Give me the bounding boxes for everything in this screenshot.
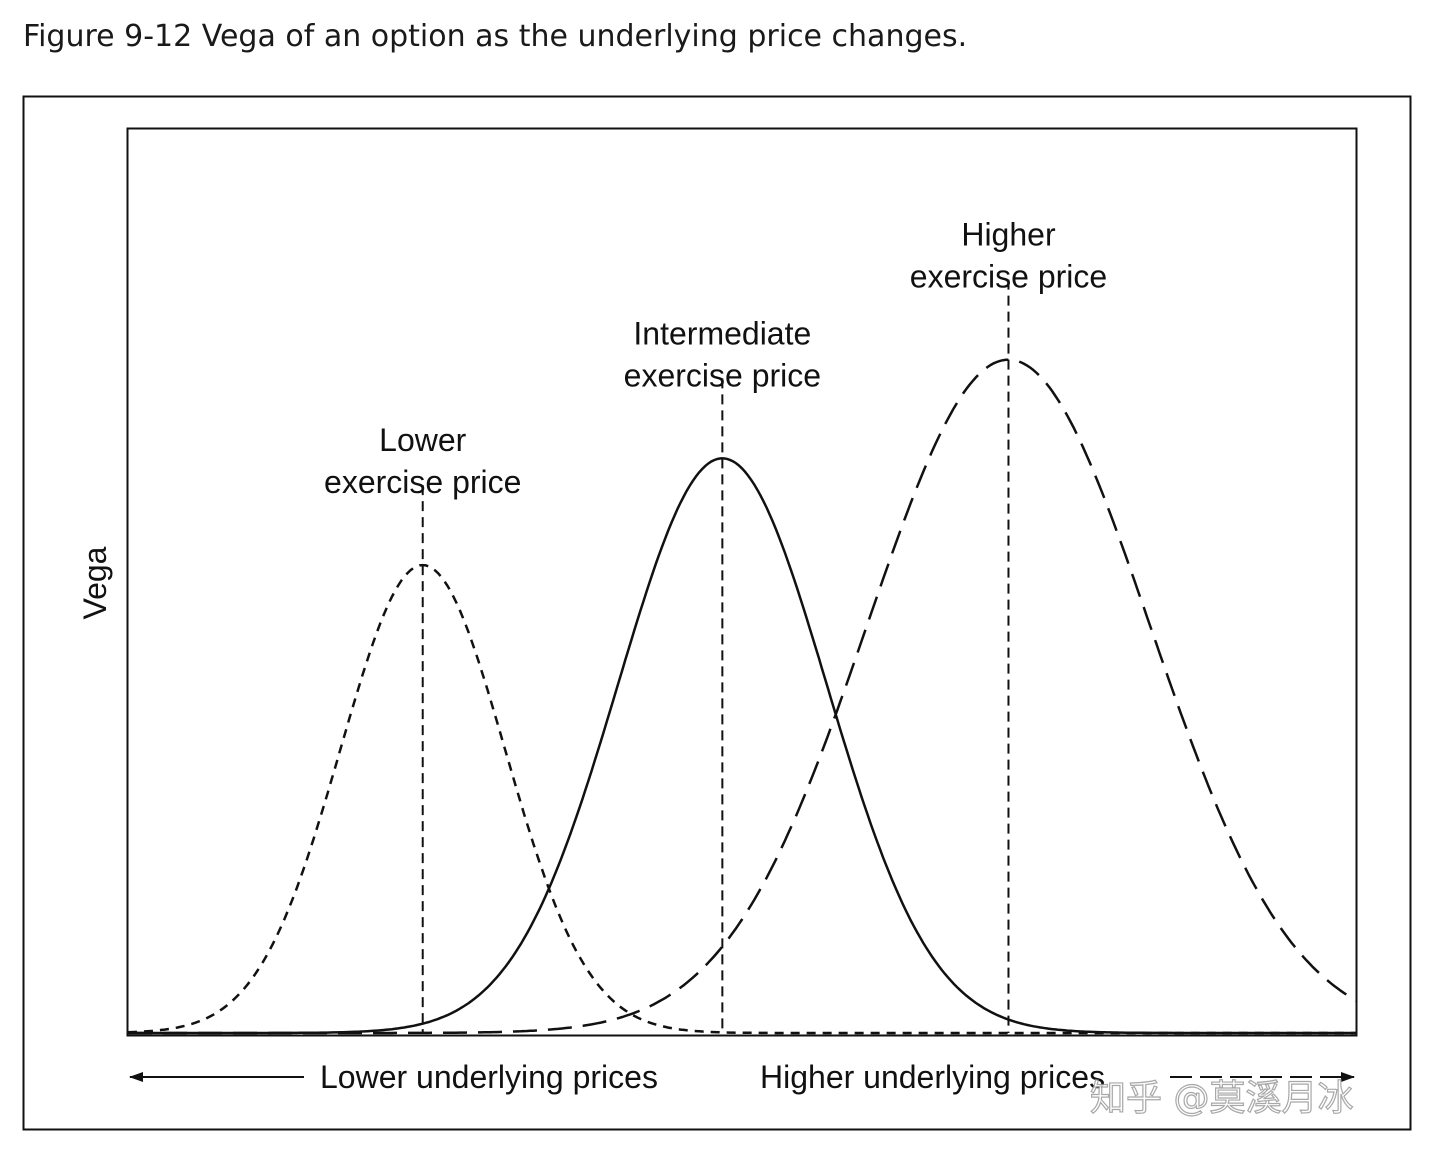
series-curve-1 [128, 457, 1356, 1035]
y-axis-label: Vega [77, 546, 113, 619]
series-label-2-line-0: Higher [961, 217, 1056, 253]
series-layer: Lower exercise price Intermediate exercise … [127, 217, 1357, 1035]
series-label-0-line-0: Lower [379, 422, 467, 458]
series-label-2-line-1: exercise price [910, 259, 1107, 295]
series-label-0-line-1: exercise price [324, 464, 521, 500]
series-curve-2 [128, 358, 1357, 1035]
chart-title: Figure 9-12 Vega of an option as the und… [23, 19, 967, 54]
series-curve-0 [127, 563, 1356, 1035]
plot-area [126, 127, 1358, 1037]
watermark: 知乎 @莫溪月冰 [1090, 1078, 1353, 1119]
x-label-left: Lower underlying prices [320, 1059, 658, 1095]
x-label-right: Higher underlying prices [760, 1059, 1105, 1095]
series-label-1-line-0: Intermediate [633, 315, 811, 351]
series-label-1-line-1: exercise price [624, 357, 821, 393]
figure-frame [22, 95, 1412, 1131]
